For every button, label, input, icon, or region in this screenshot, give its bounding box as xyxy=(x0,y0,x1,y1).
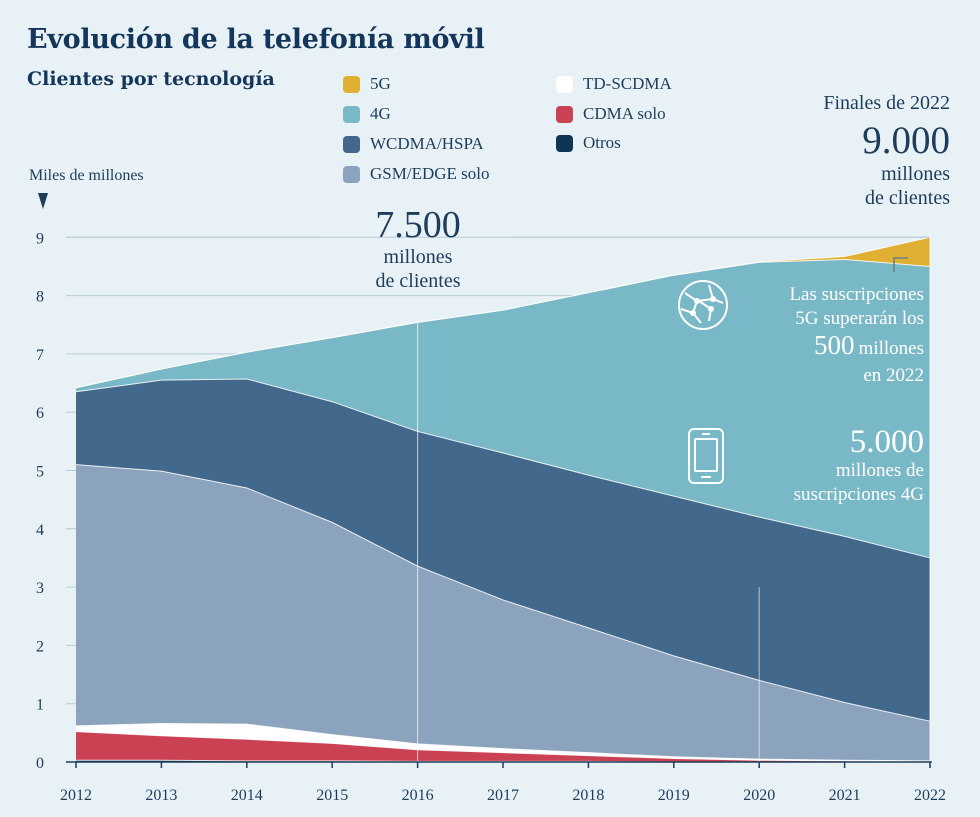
globe-icon xyxy=(678,280,728,330)
annotation-2022: Finales de 2022 9.000 millones de client… xyxy=(740,90,950,210)
boundary-wcdma-hspa xyxy=(75,378,931,559)
x-axis: 2012 2013 2014 2015 2016 2017 2018 2019 2020 2021… xyxy=(60,761,946,804)
x-tick-label-2016: 2016 xyxy=(402,787,434,804)
annotation-5g-line2: 5G superarán los xyxy=(795,308,924,329)
y-axis-ticks: 0 1 2 3 4 5 6 7 8 9 xyxy=(36,230,44,772)
annotation-4g-number: 5.000 xyxy=(849,424,924,460)
annotation-5g-number: 500 xyxy=(814,330,855,360)
smartphone-icon xyxy=(688,428,724,484)
x-tick-label-2022: 2022 xyxy=(914,787,946,804)
annotation-5g-line3: 500 millones xyxy=(730,331,924,364)
area-gsm-edge-solo xyxy=(76,464,930,761)
y-tick-label-4: 4 xyxy=(36,522,44,539)
annotation-2016-number: 7.500 xyxy=(375,204,461,246)
y-tick-label-9: 9 xyxy=(36,230,44,247)
legend-label-otros: Otros xyxy=(583,133,621,152)
chart-subtitle: Clientes por tecnología xyxy=(27,68,275,90)
annotation-2022-line2: de clientes xyxy=(865,187,950,209)
legend-label-4g: 4G xyxy=(370,104,391,123)
chart-title: Evolución de la telefonía móvil xyxy=(27,24,485,55)
legend-label-gsm: GSM/EDGE solo xyxy=(370,164,490,183)
x-tick-label-2012: 2012 xyxy=(60,787,92,804)
legend-swatch-gsm xyxy=(343,165,360,183)
y-tick-label-2: 2 xyxy=(36,638,44,655)
annotation-5g-line1: Las suscripciones xyxy=(789,284,924,305)
legend-item-cdma: CDMA solo xyxy=(556,104,666,124)
annotation-5g-line4: en 2022 xyxy=(863,365,924,386)
legend-swatch-cdma xyxy=(556,105,573,123)
boundary-5g xyxy=(75,236,931,389)
annotation-2022-line1: millones xyxy=(881,163,950,185)
y-tick-label-8: 8 xyxy=(36,289,44,306)
boundary-cdma-solo xyxy=(75,731,931,762)
x-tick-label-2021: 2021 xyxy=(829,787,861,804)
legend-item-otros: Otros xyxy=(556,133,621,153)
area-wcdma-hspa xyxy=(76,378,930,722)
y-tick-label-6: 6 xyxy=(36,405,44,422)
legend-item-4g: 4G xyxy=(343,104,391,124)
annotation-2016-line2: de clientes xyxy=(375,270,461,292)
legend-label-5g: 5G xyxy=(370,74,391,93)
annotation-bracket-icon xyxy=(893,257,908,272)
annotation-5g-word: millones xyxy=(858,338,924,359)
series-boundaries xyxy=(75,236,931,763)
boundary-gsm-edge-solo xyxy=(75,464,931,722)
annotation-2016-line1: millones xyxy=(383,246,453,268)
y-unit-label: Miles de millones xyxy=(29,167,144,184)
legend-item-wcdma: WCDMA/HSPA xyxy=(343,134,484,154)
legend-swatch-otros xyxy=(556,134,573,152)
legend-swatch-tdscdma xyxy=(556,75,573,93)
x-tick-label-2017: 2017 xyxy=(487,787,519,804)
legend-swatch-wcdma xyxy=(343,135,360,153)
annotation-2016: 7.500 millones de clientes xyxy=(322,205,514,293)
legend-item-tdscdma: TD-SCDMA xyxy=(556,74,672,94)
area-td-scdma xyxy=(76,723,930,762)
legend-label-wcdma: WCDMA/HSPA xyxy=(370,134,484,153)
legend-label-cdma: CDMA solo xyxy=(583,104,666,123)
y-tick-label-3: 3 xyxy=(36,580,44,597)
y-tick-label-5: 5 xyxy=(36,464,44,481)
y-tick-label-7: 7 xyxy=(36,347,44,364)
legend-swatch-5g xyxy=(343,75,360,93)
x-tick-label-2018: 2018 xyxy=(572,787,604,804)
legend-label-tdscdma: TD-SCDMA xyxy=(583,74,672,93)
x-tick-label-2014: 2014 xyxy=(231,787,263,804)
overlay-gridlines xyxy=(66,234,931,762)
annotation-4g: 5.000 millones de suscripciones 4G xyxy=(730,425,924,507)
legend-item-5g: 5G xyxy=(343,74,391,94)
annotation-2022-number: 9.000 xyxy=(862,119,950,162)
y-unit-arrow-icon xyxy=(38,193,48,209)
area-cdma-solo xyxy=(76,731,930,762)
annotation-5g: Las suscripciones 5G superarán los 500 m… xyxy=(730,283,924,388)
legend-swatch-4g xyxy=(343,105,360,123)
legend-item-gsm: GSM/EDGE solo xyxy=(343,164,489,184)
x-tick-label-2019: 2019 xyxy=(658,787,690,804)
x-tick-label-2015: 2015 xyxy=(316,787,348,804)
boundary-td-scdma xyxy=(75,723,931,762)
x-tick-label-2013: 2013 xyxy=(145,787,177,804)
y-tick-label-1: 1 xyxy=(36,697,44,714)
annotation-4g-line1: millones de xyxy=(835,460,924,481)
y-tick-label-0: 0 xyxy=(36,755,44,772)
x-tick-label-2020: 2020 xyxy=(743,787,775,804)
annotation-2022-header: Finales de 2022 xyxy=(823,92,950,114)
annotation-4g-line2: suscripciones 4G xyxy=(793,484,924,505)
